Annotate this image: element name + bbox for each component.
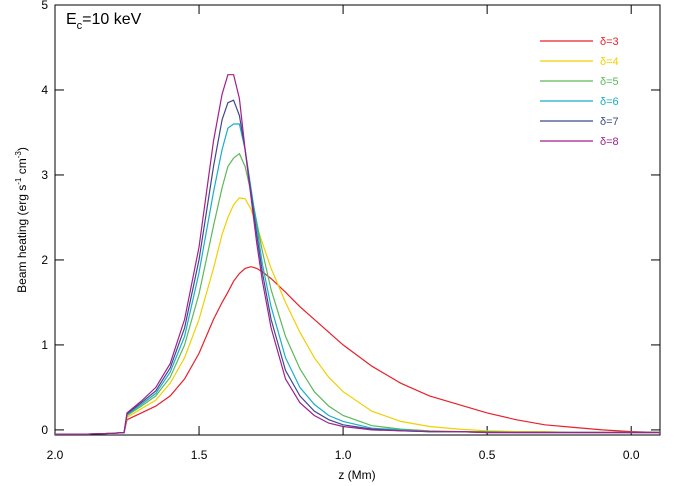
data-line (55, 266, 661, 435)
plot-frame (54, 4, 661, 436)
legend-label: δ=7 (600, 116, 619, 128)
y-axis-label: Beam heating (erg s-1 cm-3) (14, 147, 29, 293)
data-line (55, 99, 660, 435)
legend-label: δ=3 (600, 36, 619, 48)
y-tick-label: 0 (41, 423, 48, 437)
legend-label: δ=6 (600, 96, 619, 108)
data-line (55, 123, 660, 435)
data-line (55, 152, 660, 435)
data-line (55, 74, 660, 435)
x-tick-label: 1.5 (191, 448, 208, 462)
legend-label: δ=8 (600, 136, 619, 148)
x-tick-label: 0.0 (623, 448, 640, 462)
y-tick-label: 3 (41, 168, 48, 182)
y-tick-label: 2 (41, 253, 48, 267)
y-tick-label: 4 (41, 83, 48, 97)
x-tick-label: 2.0 (47, 448, 64, 462)
y-tick-label: 1 (41, 338, 48, 352)
y-label-sup: -1 (14, 177, 23, 185)
y-label-part: cm (15, 158, 29, 177)
legend-label: δ=4 (600, 56, 619, 68)
legend-label: δ=5 (600, 76, 619, 88)
annotation: Ec=10 keV (66, 11, 142, 32)
y-tick-label: 5 (41, 0, 48, 12)
annotation-rest: =10 keV (82, 11, 141, 28)
x-axis-label: z (Mm) (338, 468, 375, 482)
y-label-part: Beam heating (erg s (15, 185, 29, 293)
annotation-sub: c (77, 20, 83, 32)
x-tick-label: 1.0 (335, 448, 352, 462)
y-label-sup: -3 (14, 151, 23, 159)
annotation-main: E (66, 11, 77, 28)
x-tick-label: 0.5 (479, 448, 496, 462)
y-label-part: ) (15, 147, 29, 151)
